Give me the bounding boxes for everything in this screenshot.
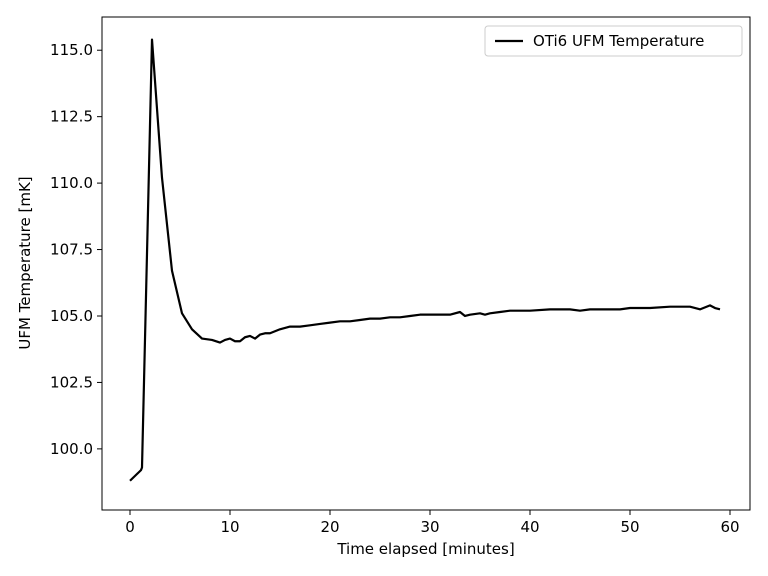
y-axis-ticks: 100.0 102.5 105.0 107.5 110.0 112.5 115.0 [50,41,102,458]
y-tick-label: 100.0 [50,440,93,458]
y-tick-label: 105.0 [50,307,93,325]
x-axis-ticks: 0 10 20 30 40 50 60 [125,510,740,536]
x-tick-label: 10 [220,518,239,536]
legend-entry-label: OTi6 UFM Temperature [533,32,704,50]
x-axis-label: Time elapsed [minutes] [336,540,514,558]
series-line-ufm-temperature [129,38,721,482]
y-tick-label: 115.0 [50,41,93,59]
axes-frame [101,16,751,511]
x-tick-label: 0 [125,518,135,536]
x-tick-label: 30 [420,518,439,536]
y-tick-label: 110.0 [50,174,93,192]
x-tick-label: 40 [520,518,539,536]
plot-background [102,17,750,510]
legend-box [484,25,743,57]
y-tick-label: 112.5 [50,108,93,126]
plot-area [102,17,750,510]
y-tick-label: 102.5 [50,373,93,391]
legend[interactable]: OTi6 UFM Temperature [484,25,743,57]
x-tick-label: 50 [620,518,639,536]
y-tick-label: 107.5 [50,241,93,259]
series-layer [129,38,721,482]
axes-spines [101,16,751,511]
x-tick-label: 20 [320,518,339,536]
x-tick-label: 60 [720,518,739,536]
y-axis-label: UFM Temperature [mK] [16,176,34,349]
